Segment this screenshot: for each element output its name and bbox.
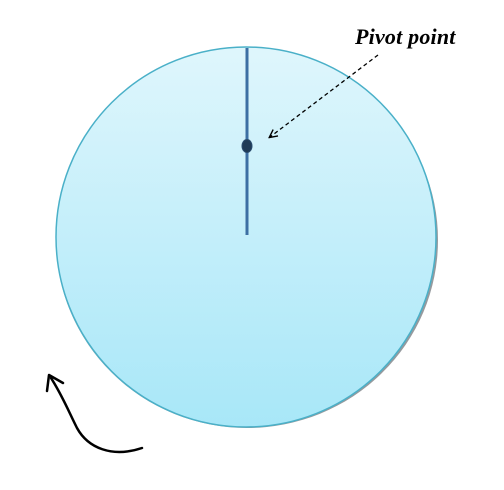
dashed-arrow-icon: [270, 54, 379, 137]
curved-arrow-counterclockwise-icon: [45, 373, 144, 454]
pivot-point-label: Pivot point: [355, 24, 456, 49]
pivot-point-dot: [241, 139, 253, 153]
rotating-disk: [55, 46, 437, 428]
